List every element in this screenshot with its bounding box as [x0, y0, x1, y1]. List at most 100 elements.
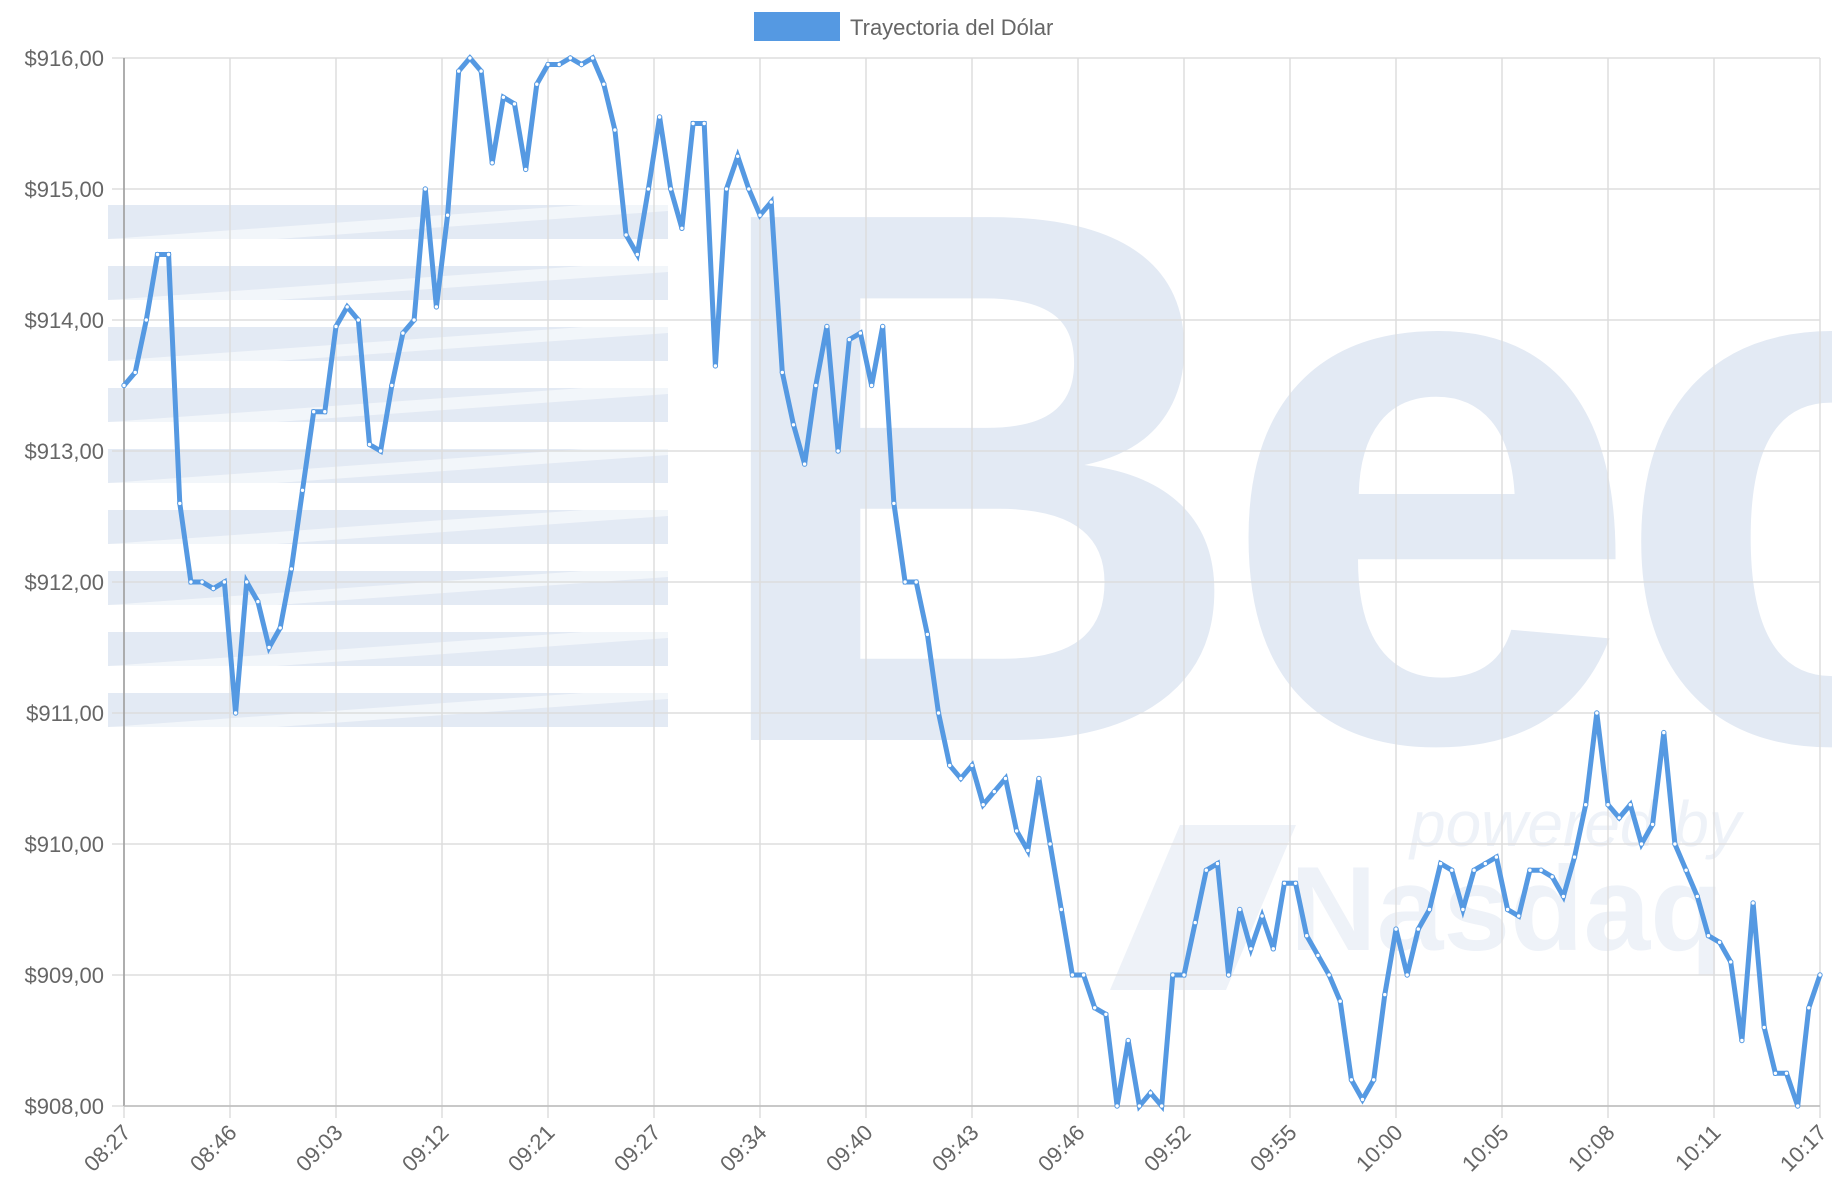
- data-point[interactable]: [1728, 959, 1734, 965]
- data-point[interactable]: [1761, 1024, 1767, 1031]
- data-point[interactable]: [1795, 1103, 1801, 1109]
- data-point[interactable]: [1203, 867, 1210, 873]
- data-point[interactable]: [679, 225, 685, 232]
- data-point[interactable]: [1426, 906, 1433, 913]
- data-point[interactable]: [1817, 972, 1823, 978]
- data-point[interactable]: [947, 762, 953, 769]
- data-point[interactable]: [1449, 867, 1455, 873]
- data-point[interactable]: [1136, 1103, 1143, 1109]
- data-point[interactable]: [1326, 972, 1332, 978]
- data-point[interactable]: [757, 212, 763, 218]
- data-point[interactable]: [1192, 919, 1198, 926]
- data-point[interactable]: [1750, 900, 1756, 906]
- data-point[interactable]: [1716, 939, 1723, 945]
- data-point[interactable]: [489, 160, 495, 166]
- data-point[interactable]: [411, 317, 417, 323]
- data-point[interactable]: [1147, 1090, 1154, 1096]
- data-point[interactable]: [177, 500, 183, 507]
- data-point[interactable]: [1527, 867, 1533, 873]
- data-point[interactable]: [1404, 972, 1410, 978]
- data-point[interactable]: [1649, 821, 1656, 828]
- data-point[interactable]: [523, 166, 529, 173]
- data-point[interactable]: [1382, 991, 1388, 998]
- data-point[interactable]: [389, 382, 395, 389]
- data-point[interactable]: [277, 625, 283, 631]
- data-point[interactable]: [132, 369, 138, 376]
- data-point[interactable]: [1437, 860, 1444, 867]
- data-point[interactable]: [143, 317, 150, 323]
- data-point[interactable]: [165, 251, 172, 258]
- data-point[interactable]: [835, 448, 841, 454]
- data-point[interactable]: [1627, 802, 1634, 808]
- data-point[interactable]: [735, 153, 741, 160]
- data-point[interactable]: [422, 186, 428, 192]
- data-point[interactable]: [1225, 972, 1232, 978]
- data-point[interactable]: [935, 710, 942, 716]
- data-point[interactable]: [366, 441, 373, 448]
- data-point[interactable]: [444, 212, 451, 218]
- data-point[interactable]: [1493, 854, 1500, 860]
- data-point[interactable]: [801, 461, 808, 467]
- data-point[interactable]: [1159, 1103, 1165, 1109]
- data-point[interactable]: [712, 363, 719, 369]
- data-point[interactable]: [668, 186, 674, 192]
- data-point[interactable]: [746, 186, 752, 192]
- data-point[interactable]: [232, 710, 239, 716]
- data-point[interactable]: [1025, 847, 1031, 854]
- data-point[interactable]: [1259, 913, 1265, 919]
- data-point[interactable]: [299, 487, 306, 493]
- data-point[interactable]: [266, 644, 272, 651]
- data-point[interactable]: [1013, 828, 1020, 834]
- data-point[interactable]: [1683, 867, 1689, 873]
- data-point[interactable]: [645, 186, 652, 192]
- data-point[interactable]: [355, 317, 361, 323]
- data-point[interactable]: [1170, 972, 1176, 978]
- data-point[interactable]: [857, 330, 864, 336]
- data-point[interactable]: [478, 68, 484, 74]
- data-point[interactable]: [1069, 972, 1076, 978]
- data-point[interactable]: [333, 323, 339, 330]
- chart-legend[interactable]: Trayectoria del Dólar: [754, 12, 1053, 41]
- data-point[interactable]: [1103, 1011, 1109, 1017]
- data-point[interactable]: [567, 55, 573, 61]
- data-point[interactable]: [846, 336, 852, 343]
- data-point[interactable]: [824, 323, 830, 330]
- data-point[interactable]: [1125, 1037, 1131, 1044]
- data-point[interactable]: [779, 369, 785, 376]
- data-point[interactable]: [1616, 815, 1622, 821]
- data-point[interactable]: [589, 55, 596, 61]
- data-point[interactable]: [913, 579, 919, 585]
- data-point[interactable]: [1772, 1070, 1779, 1077]
- data-point[interactable]: [891, 500, 897, 507]
- data-point[interactable]: [969, 762, 975, 769]
- data-point[interactable]: [534, 81, 540, 87]
- data-point[interactable]: [1594, 710, 1600, 716]
- data-point[interactable]: [377, 448, 384, 454]
- data-point[interactable]: [880, 323, 886, 330]
- data-point[interactable]: [1538, 867, 1544, 873]
- data-point[interactable]: [656, 114, 663, 120]
- data-point[interactable]: [199, 579, 205, 585]
- data-point[interactable]: [701, 120, 707, 127]
- data-point[interactable]: [1482, 860, 1489, 867]
- data-point[interactable]: [255, 598, 261, 605]
- data-point[interactable]: [991, 788, 997, 795]
- data-point[interactable]: [768, 199, 774, 205]
- data-point[interactable]: [1583, 802, 1589, 808]
- data-point[interactable]: [1214, 860, 1221, 867]
- data-point[interactable]: [790, 422, 797, 428]
- data-point[interactable]: [1047, 841, 1053, 847]
- data-point[interactable]: [1270, 946, 1277, 952]
- data-point[interactable]: [924, 631, 931, 638]
- data-point[interactable]: [188, 579, 194, 585]
- data-point[interactable]: [1248, 946, 1254, 952]
- data-point[interactable]: [1002, 775, 1009, 782]
- data-point[interactable]: [634, 251, 640, 258]
- data-point[interactable]: [210, 585, 217, 592]
- data-point[interactable]: [1281, 880, 1288, 886]
- data-point[interactable]: [344, 304, 350, 310]
- data-point[interactable]: [545, 61, 551, 68]
- data-point[interactable]: [1036, 775, 1042, 782]
- data-point[interactable]: [1371, 1077, 1377, 1083]
- data-point[interactable]: [467, 55, 473, 61]
